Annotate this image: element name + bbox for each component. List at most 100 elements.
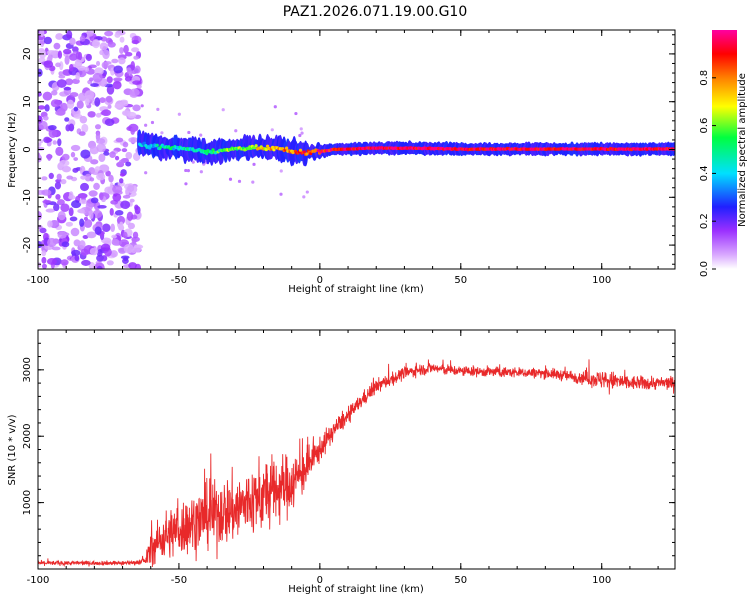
noise-blob [160, 131, 164, 135]
noise-blob [78, 92, 87, 102]
noise-blob [128, 137, 139, 143]
noise-blob [184, 168, 188, 173]
noise-blob [57, 210, 66, 221]
noise-blob [104, 30, 114, 37]
noise-blob [184, 182, 188, 186]
noise-blob [94, 226, 102, 235]
noise-blob [55, 62, 61, 68]
noise-blob [39, 30, 45, 38]
noise-blob [65, 78, 74, 86]
noise-blob [131, 39, 140, 45]
noise-blob [132, 80, 142, 85]
noise-blob [78, 131, 86, 136]
noise-blob [111, 238, 120, 246]
noise-blob [131, 47, 140, 53]
noise-blob [70, 144, 81, 152]
noise-blob [94, 124, 102, 130]
noise-blob [118, 159, 125, 165]
noise-blob [60, 259, 69, 266]
noise-blob [199, 170, 203, 174]
noise-blob [92, 72, 103, 83]
noise-blob [150, 120, 155, 125]
noise-blob [108, 174, 114, 183]
noise-blob [120, 200, 131, 210]
ridge-core [271, 145, 275, 149]
noise-blob [237, 179, 242, 183]
noise-blob [121, 148, 128, 153]
noise-blob [186, 169, 190, 173]
x-tick-label: 0 [317, 275, 323, 286]
colorbar-ticks: 0.0 0.2 0.4 0.6 0.8 [699, 70, 716, 277]
noise-blob [44, 104, 50, 112]
noise-blob [79, 35, 86, 42]
snr-plot-area [38, 359, 675, 568]
noise-blob [119, 221, 124, 230]
noise-blob [69, 216, 78, 222]
noise-blob [85, 53, 92, 62]
noise-blob [55, 146, 64, 157]
noise-blob [74, 59, 83, 68]
noise-blob [125, 161, 132, 167]
noise-blob [84, 66, 90, 72]
ridge-core [142, 141, 147, 145]
noise-blob [43, 60, 54, 68]
noise-blob [57, 138, 62, 147]
ridge-core [211, 148, 215, 152]
ridge-core [264, 147, 268, 152]
noise-blob [61, 165, 72, 173]
noise-blob [127, 222, 136, 230]
noise-blob [81, 259, 91, 266]
noise-blob [61, 153, 70, 161]
noise-blob [279, 192, 283, 196]
noise-blob [129, 198, 135, 203]
noise-blob [72, 167, 79, 173]
noise-blob [96, 172, 106, 181]
noise-blob [90, 197, 99, 204]
spectrogram-ylabel: Frequency (Hz) [7, 112, 18, 188]
noise-blob [70, 227, 80, 237]
noise-blob [41, 250, 47, 257]
noise-blob [41, 176, 48, 181]
noise-blob [119, 100, 129, 107]
noise-blob [119, 47, 124, 54]
noise-blob [133, 55, 139, 60]
noise-blob [64, 117, 70, 122]
noise-blob [94, 97, 101, 107]
x-tick-label: 0 [317, 575, 323, 586]
noise-blob [53, 42, 61, 50]
noise-blob [38, 91, 42, 97]
noise-blob [136, 84, 142, 89]
noise-blob [43, 36, 52, 45]
noise-blob [127, 185, 135, 192]
x-tick-label: 50 [454, 575, 467, 586]
noise-blob [56, 173, 62, 181]
noise-blob [38, 154, 43, 163]
noise-blob [102, 223, 111, 233]
noise-blob [39, 227, 47, 234]
noise-blob [69, 92, 79, 98]
noise-blob [59, 159, 70, 167]
noise-blob [134, 204, 139, 211]
ridge-core [254, 144, 258, 148]
noise-blob [73, 157, 79, 161]
noise-blob [140, 104, 144, 108]
noise-blob [69, 64, 74, 72]
noise-blob [84, 97, 90, 106]
y-tick-label: -20 [22, 237, 33, 253]
ridge-core [316, 149, 320, 153]
noise-blob [270, 128, 274, 132]
y-tick-label: 0 [22, 146, 33, 152]
noise-blob [47, 237, 57, 248]
colorbar-gradient [712, 30, 737, 269]
noise-blob [133, 244, 142, 253]
noise-blob [57, 230, 67, 239]
noise-blob [123, 44, 129, 54]
noise-blob [116, 215, 126, 225]
noise-blob [96, 60, 101, 67]
noise-blob [131, 237, 137, 244]
noise-blob [100, 111, 109, 116]
noise-blob [112, 193, 122, 202]
noise-blob [75, 72, 81, 81]
noise-blob [273, 105, 277, 109]
